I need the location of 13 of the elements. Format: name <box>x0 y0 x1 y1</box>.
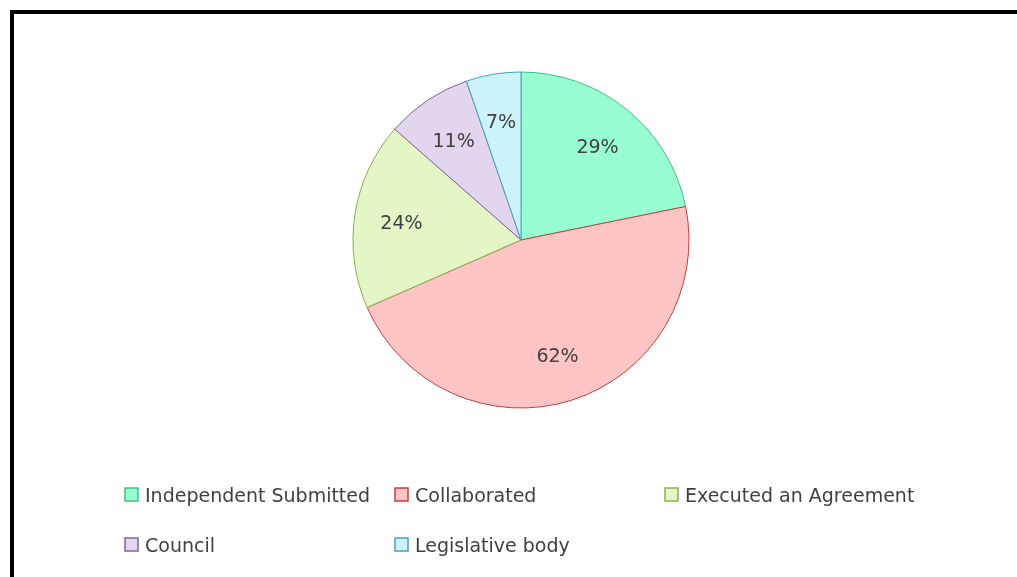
pie-slice <box>366 206 690 409</box>
legend-label: Collaborated <box>415 484 537 506</box>
data-label: 24% <box>380 210 423 233</box>
legend-label: Legislative body <box>415 534 570 556</box>
data-label: 11% <box>432 128 475 151</box>
legend-label: Independent Submitted <box>145 484 371 506</box>
pie-slice <box>352 128 522 308</box>
legend-label: Council <box>145 534 215 556</box>
data-label: 62% <box>536 344 579 367</box>
data-label: 7% <box>486 109 517 132</box>
legend-label: Executed an Agreement <box>685 484 915 506</box>
pie-slice <box>520 71 687 241</box>
data-label: 29% <box>576 135 619 158</box>
